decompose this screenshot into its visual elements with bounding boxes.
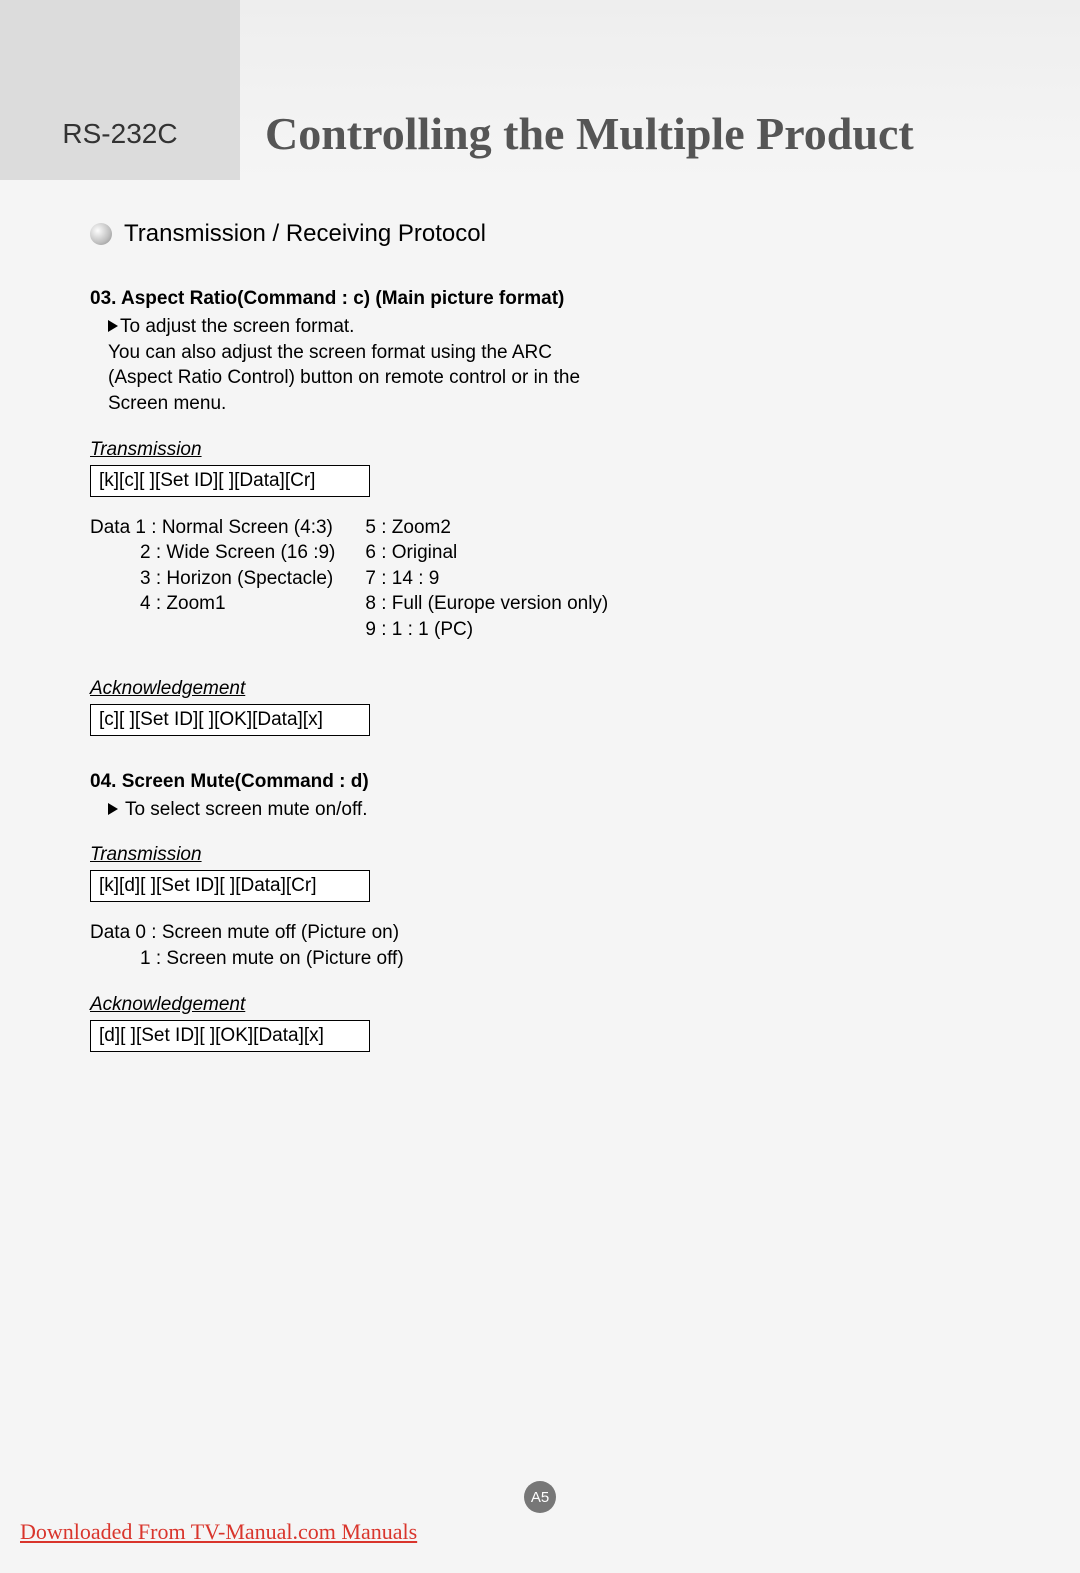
data-col-right: 5 : Zoom2 6 : Original 7 : 14 : 9 8 : Fu… <box>365 515 638 643</box>
command-03-block: 03. Aspect Ratio(Command : c) (Main pict… <box>90 288 990 736</box>
data-row: 3 : Horizon (Spectacle) <box>90 566 335 592</box>
command-04-block: 04. Screen Mute(Command : d) To select s… <box>90 771 990 1052</box>
ack-syntax-box: [c][ ][Set ID][ ][OK][Data][x] <box>90 704 370 736</box>
desc-line: Screen menu. <box>108 393 226 414</box>
command-03-description: To adjust the screen format. You can als… <box>90 314 990 417</box>
triangle-right-icon <box>108 320 118 332</box>
data-row: Data 1 : Normal Screen (4:3) <box>90 515 335 541</box>
data-row: 8 : Full (Europe version only) <box>365 591 608 617</box>
page-number-badge: A5 <box>524 1481 556 1513</box>
page-header: RS-232C Controlling the Multiple Product <box>0 0 1080 180</box>
transmission-syntax-box: [k][c][ ][Set ID][ ][Data][Cr] <box>90 465 370 497</box>
data-row: Data 0 : Screen mute off (Picture on) <box>90 920 990 946</box>
transmission-label: Transmission <box>90 439 990 461</box>
desc-line: (Aspect Ratio Control) button on remote … <box>108 367 580 388</box>
page-number: A5 <box>531 1489 549 1506</box>
command-04-heading: 04. Screen Mute(Command : d) <box>90 771 990 793</box>
command-04-description: To select screen mute on/off. <box>90 797 990 823</box>
data-row: 4 : Zoom1 <box>90 591 335 617</box>
ack-label: Acknowledgement <box>90 994 990 1016</box>
ack-label: Acknowledgement <box>90 678 990 700</box>
data-row: 1 : Screen mute on (Picture off) <box>90 946 990 972</box>
bullet-sphere-icon <box>90 223 112 245</box>
data-row: 9 : 1 : 1 (PC) <box>365 617 608 643</box>
header-right-block: Controlling the Multiple Product <box>240 0 1080 180</box>
data-row: 7 : 14 : 9 <box>365 566 608 592</box>
footer-download-link[interactable]: Downloaded From TV-Manual.com Manuals <box>20 1519 417 1545</box>
data-row: 2 : Wide Screen (16 :9) <box>90 540 335 566</box>
section-title: Transmission / Receiving Protocol <box>124 220 486 248</box>
page-title: Controlling the Multiple Product <box>265 107 914 160</box>
desc-line: To select screen mute on/off. <box>125 799 368 820</box>
data-row: 6 : Original <box>365 540 608 566</box>
data-col-left: Data 1 : Normal Screen (4:3) 2 : Wide Sc… <box>90 515 365 643</box>
data-row: 5 : Zoom2 <box>365 515 608 541</box>
header-left-block: RS-232C <box>0 0 240 180</box>
command-03-heading: 03. Aspect Ratio(Command : c) (Main pict… <box>90 288 990 310</box>
ack-syntax-box: [d][ ][Set ID][ ][OK][Data][x] <box>90 1020 370 1052</box>
desc-line: You can also adjust the screen format us… <box>108 342 552 363</box>
desc-line: To adjust the screen format. <box>120 316 354 337</box>
data-values: Data 0 : Screen mute off (Picture on) 1 … <box>90 920 990 971</box>
data-values-table: Data 1 : Normal Screen (4:3) 2 : Wide Sc… <box>90 515 990 643</box>
transmission-syntax-box: [k][d][ ][Set ID][ ][Data][Cr] <box>90 870 370 902</box>
transmission-label: Transmission <box>90 844 990 866</box>
section-header: Transmission / Receiving Protocol <box>90 220 990 248</box>
triangle-right-icon <box>108 803 118 815</box>
content-area: Transmission / Receiving Protocol 03. As… <box>0 180 1080 1052</box>
header-left-label: RS-232C <box>62 118 177 150</box>
